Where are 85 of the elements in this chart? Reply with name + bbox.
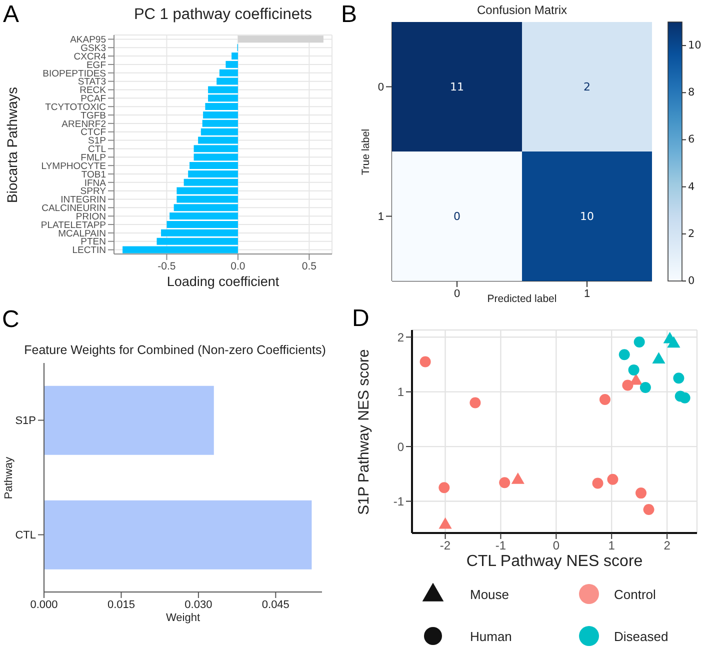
text: C <box>2 306 20 333</box>
y-tick-label: PTEN <box>80 236 106 248</box>
y-axis-title: S1P Pathway NES score <box>356 348 372 514</box>
y-tick-label: 0 <box>397 440 404 454</box>
color-bar-label: 4 <box>688 180 695 193</box>
y-tick-label: STAT3 <box>78 76 106 88</box>
color-bar-label: 6 <box>688 134 695 146</box>
y-tick-label: RECK <box>80 85 107 96</box>
point <box>667 336 680 348</box>
x-tick-label: 0.000 <box>30 598 58 611</box>
x-axis-title: Loading coefficient <box>166 274 280 289</box>
point <box>634 336 645 348</box>
y-tick-label: BIOPEPTIDES <box>42 68 106 80</box>
data-label: 10 <box>580 210 594 223</box>
y-tick-label: CTL <box>88 144 106 156</box>
y-tick-label: TOB1 <box>81 169 106 180</box>
text: Human <box>470 628 512 644</box>
y-tick-label: PLATELETAPP <box>40 220 106 231</box>
point <box>628 364 640 376</box>
y-axis-title: True label <box>360 128 372 175</box>
point <box>622 380 634 391</box>
point <box>470 397 481 408</box>
y-tick-label: S1P <box>15 415 36 428</box>
data-label: 2 <box>584 80 590 94</box>
x-axis-title: Predicted label <box>487 293 557 305</box>
x-tick-label: 1 <box>608 538 616 553</box>
point <box>438 482 450 494</box>
y-tick-label: -1 <box>393 494 404 509</box>
color-bar-label: 10 <box>688 40 702 52</box>
y-tick-label: EGF <box>86 60 106 71</box>
x-tick-label: -2 <box>440 538 451 553</box>
color-bar-label: 8 <box>688 86 695 99</box>
point <box>499 477 510 488</box>
y-axis-title: Biocarta Pathways <box>4 87 20 203</box>
y-tick-label: AKAP95 <box>70 34 106 46</box>
text: A <box>3 1 20 28</box>
x-tick-label: 0.045 <box>262 598 290 611</box>
y-axis-title: Pathway <box>3 456 15 500</box>
text: Mouse <box>470 586 510 602</box>
x-tick-label: 0.5 <box>302 260 317 272</box>
point <box>438 517 452 529</box>
point <box>643 504 654 515</box>
data-label: 11 <box>450 80 464 94</box>
legend-label: Diseased <box>614 628 668 644</box>
x-tick-label: -1 <box>495 538 506 553</box>
x-tick-label: 0 <box>552 538 560 553</box>
y-tick-label: SPRY <box>80 186 107 198</box>
y-tick-label: LECTIN <box>72 245 106 256</box>
point <box>618 349 630 360</box>
x-tick-label: 0.015 <box>107 598 135 611</box>
y-tick-label: IFNA <box>84 178 107 189</box>
x-tick-label: 0.0 <box>230 260 246 272</box>
point <box>607 474 618 485</box>
x-tick-label: -0.5 <box>158 260 176 272</box>
y-tick-label: TGFB <box>80 110 106 122</box>
point <box>640 382 651 393</box>
y-tick-label: INTEGRIN <box>60 194 106 206</box>
chart-title: Feature Weights for Combined (Non-zero Coefficients) <box>24 343 326 357</box>
text: D <box>352 305 370 332</box>
y-tick-label: ARENRF2 <box>62 118 106 130</box>
point <box>420 356 431 368</box>
point <box>636 488 646 499</box>
x-tick-label: 2 <box>664 538 671 553</box>
point <box>652 352 666 364</box>
x-tick-label: 0.030 <box>184 598 212 611</box>
y-tick-label: CTCF <box>80 127 106 138</box>
legend-label: Control <box>614 586 656 602</box>
point <box>679 392 690 404</box>
chart-title: PC 1 pathway coefficinets <box>134 6 312 24</box>
x-axis-title: CTL Pathway NES score <box>466 553 643 571</box>
chart-title: Confusion Matrix <box>476 3 568 17</box>
y-tick-label: S1P <box>88 136 106 147</box>
point <box>511 472 524 484</box>
color-bar-label: 0 <box>688 275 695 287</box>
point <box>599 394 610 405</box>
color-bar-label: 2 <box>688 228 695 240</box>
y-tick-label: CTL <box>15 530 36 542</box>
x-axis-title: Weight <box>166 612 200 624</box>
text: B <box>341 1 358 28</box>
point <box>592 478 604 489</box>
y-tick-label: 1 <box>397 385 404 400</box>
y-tick-label: 2 <box>397 330 404 344</box>
point <box>673 372 684 384</box>
data-label: 0 <box>454 210 460 223</box>
y-tick-label: MCALPAIN <box>58 228 106 240</box>
